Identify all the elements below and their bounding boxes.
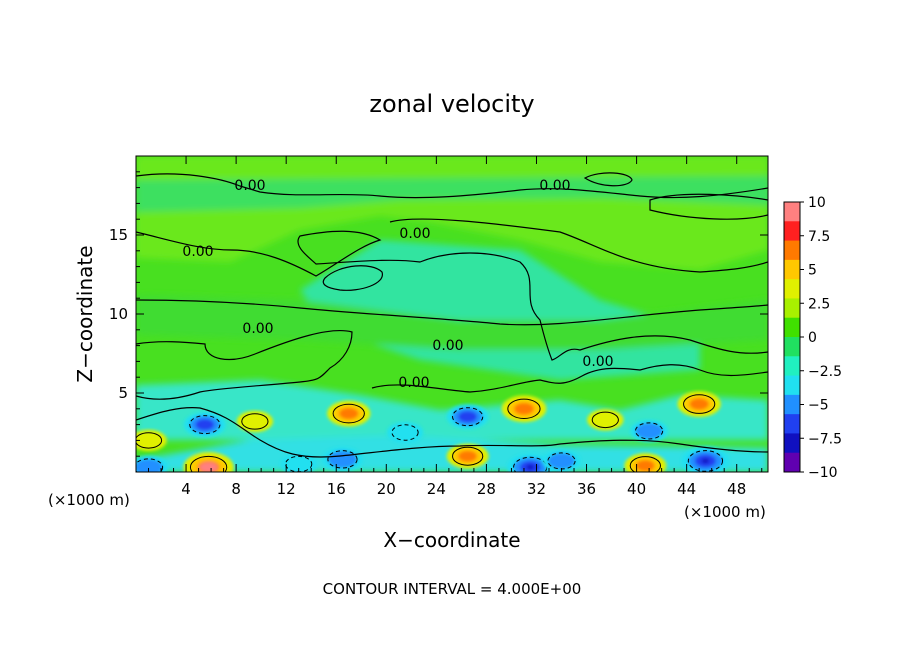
colorbar-segment [784, 298, 800, 319]
colorbar: 10 7.5 5 2.5 0 −2.5 −5 −7.5 −10 [783, 195, 842, 481]
colorbar-segment [784, 317, 800, 338]
x-tick-label: 12 [277, 480, 296, 498]
x-tick-label: 20 [377, 480, 396, 498]
feature-contour [391, 424, 419, 441]
colorbar-segment [784, 259, 800, 280]
y-axis-label: Z−coordinate [73, 245, 97, 382]
feature-positive-8 [136, 429, 167, 452]
feature-contour [629, 456, 661, 472]
contour-label: 0.00 [234, 178, 265, 194]
contour-zero-lower [136, 329, 353, 400]
x-tick-label: 44 [677, 480, 696, 498]
feature-contour [591, 411, 619, 429]
contour-label: 0.00 [398, 375, 429, 391]
x-tick-label: 36 [577, 480, 596, 498]
feature-contour [136, 458, 164, 472]
feature-contour [241, 413, 269, 430]
contour-label: 0.00 [582, 354, 613, 370]
feature-contour [683, 394, 716, 414]
colorbar-label: 5 [808, 263, 817, 279]
feature-contour [189, 415, 221, 435]
colorbar-label: 10 [808, 195, 826, 211]
x-axis-label: X−coordinate [383, 528, 520, 552]
contour-zero-mid [389, 218, 768, 273]
x-tick-label: 32 [527, 480, 546, 498]
colorbar-label: 0 [808, 330, 817, 346]
x-tick-label: 8 [231, 480, 241, 498]
feature-contour [452, 407, 484, 427]
colorbar-label: 2.5 [808, 296, 830, 312]
x-tick-label: 48 [727, 480, 746, 498]
colorbar-segment [784, 221, 800, 242]
colorbar-segment [784, 414, 800, 434]
contour-zero-bottom [136, 407, 768, 458]
contour-label: 0.00 [182, 244, 213, 260]
colorbar-label: 7.5 [808, 229, 830, 245]
colorbar-segment [784, 452, 800, 473]
velocity-features [136, 391, 730, 472]
feature-contour [189, 455, 228, 472]
contour-zero-right-cell [649, 193, 768, 220]
colorbar-label: −10 [808, 465, 838, 481]
feature-positive-0 [183, 452, 234, 472]
y-tick-label: 15 [109, 226, 128, 244]
feature-contour [332, 403, 365, 424]
colorbar-segment [784, 433, 800, 454]
light-upper-band [136, 176, 768, 212]
x-unit-right: (×1000 m) [684, 503, 766, 521]
contour-label: 0.00 [539, 178, 570, 194]
colorbar-segment [784, 337, 800, 357]
feature-contour [327, 450, 358, 469]
contour-interval: CONTOUR INTERVAL = 4.000E+00 [323, 580, 582, 598]
contour-zero-ellipse [322, 265, 383, 291]
contour-zero-lower-right [371, 364, 768, 393]
feature-negative-14 [136, 455, 169, 472]
x-unit-left: (×1000 m) [48, 491, 130, 509]
contour-zero-main [136, 230, 768, 361]
chart-title: zonal velocity [369, 90, 534, 118]
x-tick-label: 16 [327, 480, 346, 498]
colorbar-segment [784, 394, 800, 415]
contour-label: 0.00 [399, 226, 430, 242]
feature-negative-12 [507, 453, 554, 472]
contour-labels: 0.00 0.00 0.00 0.00 0.00 0.00 0.00 0.00 [182, 178, 613, 391]
colorbar-segment [784, 279, 800, 299]
colorbar-label: −5 [808, 398, 829, 414]
feature-contour [687, 450, 724, 472]
colorbar-segment [784, 240, 800, 261]
contour-zero-band [136, 299, 768, 326]
contour-label: 0.00 [432, 338, 463, 354]
colorbar-label: −7.5 [808, 431, 842, 447]
x-tick-label: 24 [427, 480, 446, 498]
contour-lines [136, 172, 768, 458]
y-tick-label: 5 [118, 384, 128, 402]
contour-label: 0.00 [242, 321, 273, 337]
feature-positive-7 [624, 453, 667, 472]
green-band-10km [136, 295, 768, 350]
x-tick-label: 4 [181, 480, 191, 498]
plot-area: 0.00 0.00 0.00 0.00 0.00 0.00 0.00 0.00 [136, 156, 768, 472]
y-tick-label: 10 [109, 305, 128, 323]
colorbar-segment [784, 375, 800, 396]
feature-contour [452, 446, 484, 466]
colorbar-segment [784, 202, 800, 222]
feature-contour [507, 398, 541, 419]
colorbar-segment [784, 356, 800, 377]
feature-contour [136, 432, 163, 449]
x-tick-label: 40 [627, 480, 646, 498]
x-tick-label: 28 [477, 480, 496, 498]
contour-zero-upper-cell [583, 172, 633, 187]
contour-zero-top [136, 173, 768, 199]
feature-contour [635, 422, 664, 440]
y-axis: 5 10 15 [109, 171, 768, 457]
x-axis: 4 8 12 16 20 24 28 32 36 40 44 48 [148, 156, 763, 498]
colorbar-label: −2.5 [808, 364, 842, 380]
